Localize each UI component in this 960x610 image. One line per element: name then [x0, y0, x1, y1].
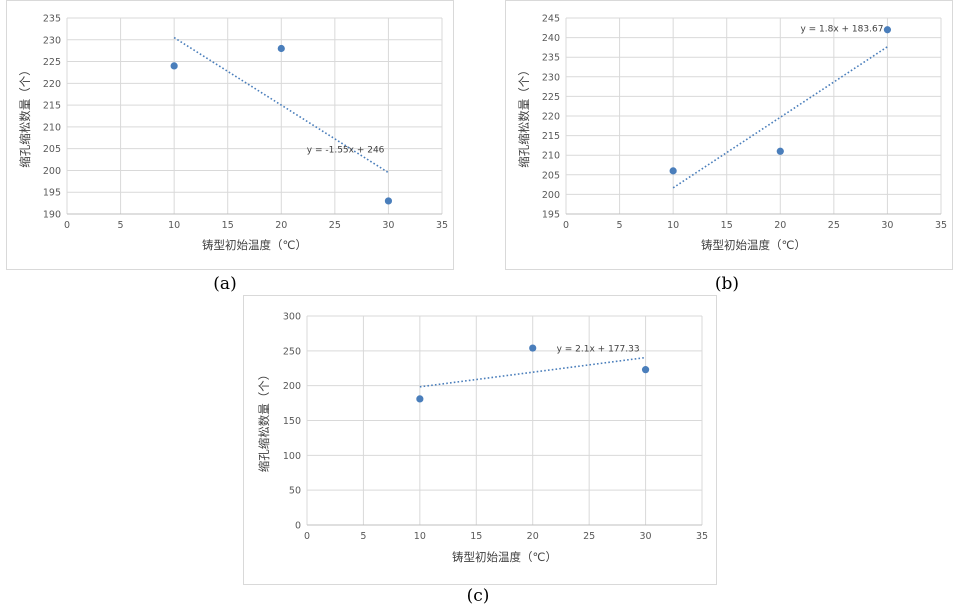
data-point	[277, 44, 285, 53]
y-tick-label: 235	[43, 14, 61, 25]
x-tick-label: 0	[304, 531, 310, 542]
x-tick-label: 15	[721, 220, 733, 231]
y-tick-label: 200	[283, 381, 301, 392]
x-tick-label: 30	[881, 220, 893, 231]
y-axis-label: 缩孔缩松数量（个）	[257, 369, 271, 473]
y-tick-label: 190	[43, 210, 61, 221]
y-tick-label: 100	[283, 451, 301, 462]
x-tick-label: 35	[935, 220, 947, 231]
x-tick-label: 15	[222, 220, 234, 231]
trendline-equation: y = 1.8x + 183.67	[800, 25, 883, 35]
x-tick-label: 5	[617, 220, 623, 231]
y-tick-label: 220	[43, 79, 61, 90]
x-tick-label: 15	[470, 531, 482, 542]
y-tick-label: 215	[43, 101, 61, 112]
x-tick-label: 10	[168, 220, 180, 231]
chart-panel-a: 0 5 10 15 20 25 30 35 190 195 200 205 210 215 220 225 23…	[6, 0, 454, 270]
x-tick-label: 20	[774, 220, 786, 231]
x-axis-label: 铸型初始温度（℃）	[202, 238, 307, 252]
y-tick-label: 250	[283, 346, 301, 357]
y-tick-label: 235	[542, 53, 560, 64]
data-point	[776, 147, 784, 155]
caption-a: (a)	[213, 274, 237, 294]
y-tick-label: 215	[542, 131, 560, 142]
y-tick-label: 195	[43, 188, 61, 199]
chart-c-svg: 0 5 10 15 20 25 30 35 0 50 100 150 200 250 300 y = 2.1x…	[257, 312, 708, 565]
data-point	[416, 395, 424, 403]
caption-c: (c)	[466, 586, 490, 606]
trendline	[672, 46, 888, 189]
x-tick-label: 30	[640, 531, 652, 542]
trendline	[173, 36, 389, 174]
x-tick-label: 0	[563, 220, 569, 231]
x-tick-label: 35	[696, 531, 708, 542]
y-tick-label: 210	[542, 151, 560, 162]
trendline-equation: y = -1.55x + 246	[307, 146, 385, 156]
x-tick-label: 20	[275, 220, 287, 231]
y-tick-label: 230	[542, 72, 560, 83]
y-tick-label: 220	[542, 112, 560, 123]
x-tick-label: 25	[329, 220, 341, 231]
x-axis-label: 铸型初始温度（℃）	[701, 238, 806, 252]
x-tick-label: 5	[360, 531, 366, 542]
y-tick-label: 225	[43, 57, 61, 68]
y-tick-label: 200	[43, 166, 61, 177]
y-axis-label: 缩孔缩松数量（个）	[517, 64, 531, 168]
y-tick-label: 240	[542, 33, 560, 44]
data-point	[641, 366, 650, 374]
chart-panel-b: 0 5 10 15 20 25 30 35 195 200 205 210 215 220 225 230 23…	[505, 0, 953, 270]
chart-panel-c: 0 5 10 15 20 25 30 35 0 50 100 150 200 250 300 y = 2.1x…	[243, 295, 717, 585]
y-tick-label: 210	[43, 122, 61, 133]
x-tick-label: 10	[414, 531, 426, 542]
y-tick-label: 205	[542, 170, 560, 181]
data-point	[384, 197, 393, 205]
x-tick-label: 10	[667, 220, 679, 231]
chart-b-svg: 0 5 10 15 20 25 30 35 195 200 205 210 215 220 225 230 23…	[517, 14, 947, 253]
x-tick-label: 25	[583, 531, 595, 542]
x-tick-label: 25	[828, 220, 840, 231]
chart-a-svg: 0 5 10 15 20 25 30 35 190 195 200 205 210 215 220 225 23…	[18, 14, 448, 253]
y-tick-label: 50	[289, 486, 301, 497]
y-tick-label: 300	[283, 312, 301, 323]
data-point	[669, 167, 677, 175]
y-tick-label: 0	[295, 521, 301, 532]
trendline-equation: y = 2.1x + 177.33	[557, 345, 640, 355]
y-tick-label: 230	[43, 35, 61, 46]
data-point	[170, 62, 178, 70]
x-tick-label: 20	[527, 531, 539, 542]
x-tick-label: 30	[382, 220, 394, 231]
y-tick-label: 200	[542, 190, 560, 201]
x-tick-label: 35	[436, 220, 448, 231]
x-tick-label: 5	[118, 220, 124, 231]
caption-b: (b)	[714, 274, 740, 294]
x-axis-label: 铸型初始温度（℃）	[452, 550, 557, 564]
y-tick-label: 205	[43, 144, 61, 155]
y-tick-label: 150	[283, 416, 301, 427]
y-axis-label: 缩孔缩松数量（个）	[18, 64, 32, 168]
y-tick-label: 195	[542, 210, 560, 221]
x-tick-label: 0	[64, 220, 70, 231]
data-point	[883, 26, 892, 34]
y-tick-label: 225	[542, 92, 560, 103]
y-tick-label: 245	[542, 14, 560, 25]
data-point	[529, 344, 537, 352]
